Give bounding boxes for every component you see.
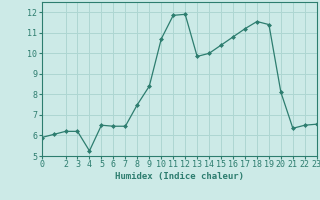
X-axis label: Humidex (Indice chaleur): Humidex (Indice chaleur) <box>115 172 244 181</box>
